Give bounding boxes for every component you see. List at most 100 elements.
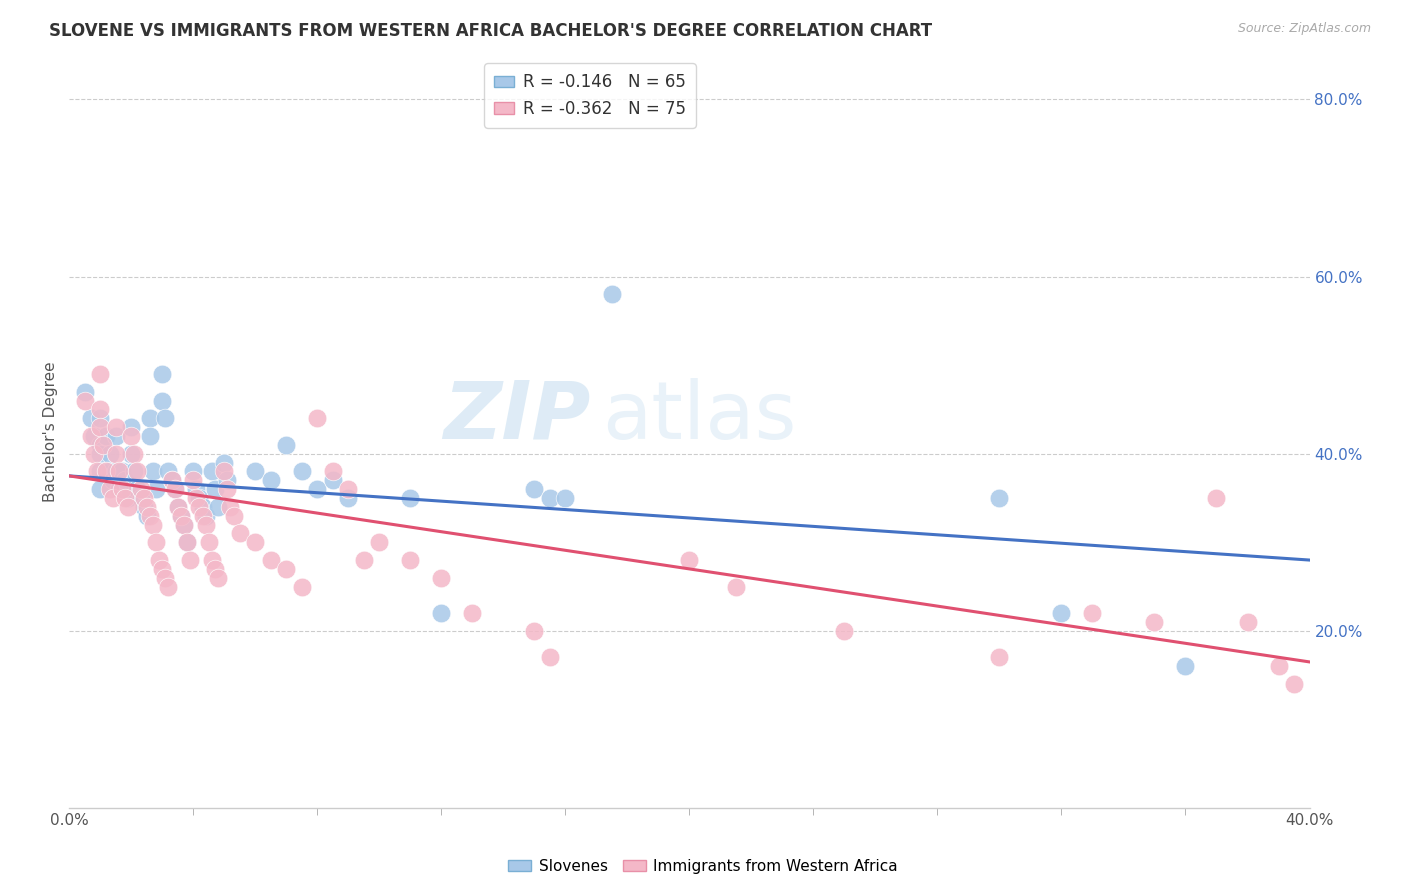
Point: [1143, 615, 1166, 629]
Point: [207, 571, 229, 585]
Point: [98, 482, 121, 496]
Point: [129, 491, 152, 505]
Point: [142, 517, 165, 532]
Point: [170, 508, 193, 523]
Point: [678, 553, 700, 567]
Point: [1081, 606, 1104, 620]
Point: [194, 508, 217, 523]
Point: [104, 429, 127, 443]
Point: [988, 650, 1011, 665]
Text: ZIP: ZIP: [443, 377, 591, 456]
Point: [197, 535, 219, 549]
Point: [108, 482, 131, 496]
Point: [1282, 677, 1305, 691]
Point: [163, 482, 186, 496]
Point: [139, 429, 162, 443]
Legend: Slovenes, Immigrants from Western Africa: Slovenes, Immigrants from Western Africa: [502, 853, 904, 880]
Point: [89, 482, 111, 496]
Point: [129, 482, 152, 496]
Point: [600, 287, 623, 301]
Point: [150, 393, 173, 408]
Point: [1267, 659, 1289, 673]
Point: [554, 491, 576, 505]
Point: [83, 429, 105, 443]
Point: [89, 402, 111, 417]
Point: [276, 562, 298, 576]
Text: atlas: atlas: [603, 377, 797, 456]
Point: [188, 491, 211, 505]
Point: [166, 500, 188, 514]
Point: [163, 482, 186, 496]
Point: [114, 491, 136, 505]
Point: [127, 482, 149, 496]
Point: [86, 465, 108, 479]
Point: [337, 482, 360, 496]
Point: [186, 491, 208, 505]
Point: [181, 465, 204, 479]
Point: [834, 624, 856, 638]
Point: [176, 535, 198, 549]
Point: [132, 491, 155, 505]
Point: [204, 482, 226, 496]
Point: [166, 500, 188, 514]
Point: [120, 429, 142, 443]
Point: [148, 553, 170, 567]
Point: [124, 447, 146, 461]
Point: [214, 456, 236, 470]
Point: [188, 500, 211, 514]
Point: [217, 482, 239, 496]
Point: [145, 535, 167, 549]
Point: [291, 465, 314, 479]
Text: Source: ZipAtlas.com: Source: ZipAtlas.com: [1237, 22, 1371, 36]
Point: [194, 517, 217, 532]
Point: [260, 553, 283, 567]
Point: [114, 473, 136, 487]
Point: [139, 508, 162, 523]
Point: [245, 465, 267, 479]
Point: [155, 571, 177, 585]
Point: [399, 491, 422, 505]
Point: [322, 473, 344, 487]
Point: [150, 367, 173, 381]
Point: [291, 580, 314, 594]
Point: [245, 535, 267, 549]
Point: [101, 491, 124, 505]
Point: [89, 411, 111, 425]
Point: [111, 482, 134, 496]
Point: [120, 447, 142, 461]
Point: [132, 500, 155, 514]
Point: [160, 473, 183, 487]
Point: [139, 411, 162, 425]
Point: [307, 411, 329, 425]
Point: [186, 482, 208, 496]
Point: [111, 465, 134, 479]
Point: [80, 429, 103, 443]
Point: [98, 447, 121, 461]
Point: [523, 482, 546, 496]
Point: [145, 482, 167, 496]
Text: SLOVENE VS IMMIGRANTS FROM WESTERN AFRICA BACHELOR'S DEGREE CORRELATION CHART: SLOVENE VS IMMIGRANTS FROM WESTERN AFRIC…: [49, 22, 932, 40]
Point: [1174, 659, 1197, 673]
Point: [120, 420, 142, 434]
Legend: R = -0.146   N = 65, R = -0.362   N = 75: R = -0.146 N = 65, R = -0.362 N = 75: [485, 63, 696, 128]
Point: [724, 580, 747, 594]
Point: [89, 465, 111, 479]
Point: [430, 606, 453, 620]
Point: [101, 473, 124, 487]
Point: [201, 465, 224, 479]
Point: [1050, 606, 1073, 620]
Point: [155, 411, 177, 425]
Point: [157, 580, 180, 594]
Point: [73, 393, 96, 408]
Point: [353, 553, 375, 567]
Point: [461, 606, 484, 620]
Point: [260, 473, 283, 487]
Point: [181, 473, 204, 487]
Point: [173, 517, 195, 532]
Point: [83, 447, 105, 461]
Point: [322, 465, 344, 479]
Point: [160, 473, 183, 487]
Point: [538, 650, 561, 665]
Point: [117, 491, 139, 505]
Point: [191, 500, 214, 514]
